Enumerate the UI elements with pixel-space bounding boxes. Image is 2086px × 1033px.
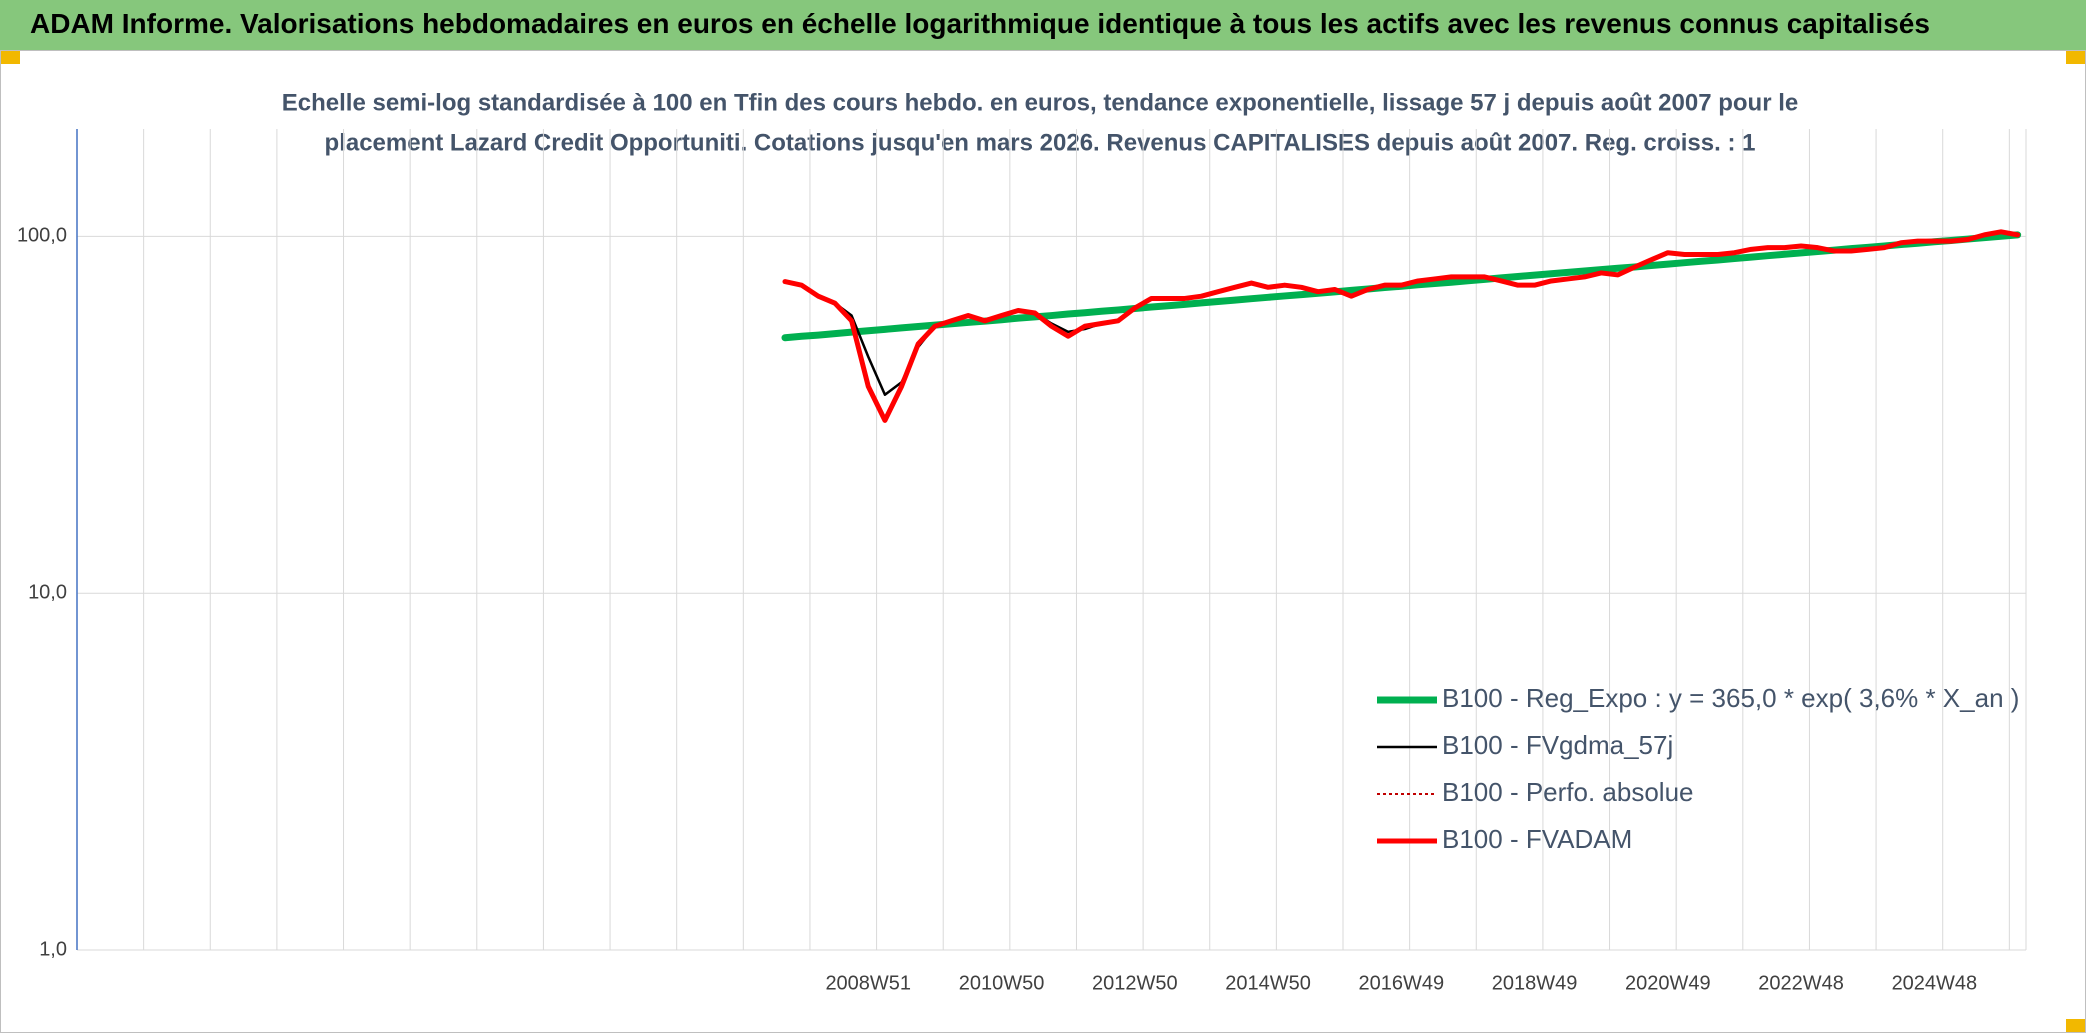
legend-label: B100 - FVgdma_57j	[1442, 730, 1673, 760]
corner	[2066, 1019, 2086, 1033]
header-title: ADAM Informe. Valorisations hebdomadaire…	[30, 8, 1930, 39]
y-tick-label: 1,0	[39, 938, 67, 960]
y-tick-label: 10,0	[28, 581, 67, 603]
x-tick-label: 2020W49	[1625, 972, 1711, 994]
x-tick-label: 2012W50	[1092, 972, 1178, 994]
chart-subtitle: placement Lazard Credit Opportuniti. Cot…	[325, 129, 1756, 156]
corner	[2066, 50, 2086, 64]
series-line	[783, 230, 2019, 422]
x-tick-label: 2010W50	[959, 972, 1045, 994]
y-tick-label: 100,0	[17, 225, 67, 247]
x-tick-label: 2022W48	[1758, 972, 1844, 994]
x-tick-label: 2024W48	[1892, 972, 1978, 994]
x-tick-label: 2014W50	[1225, 972, 1311, 994]
x-tick-label: 2018W49	[1492, 972, 1578, 994]
legend-label: B100 - FVADAM	[1442, 824, 1632, 854]
series-line	[783, 230, 2019, 396]
legend-label: B100 - Reg_Expo : y = 365,0 * exp( 3,6% …	[1442, 683, 2019, 713]
series-line	[782, 229, 2021, 423]
x-tick-label: 2008W51	[825, 972, 911, 994]
corner	[0, 50, 20, 64]
x-tick-label: 2016W49	[1359, 972, 1445, 994]
header: ADAM Informe. Valorisations hebdomadaire…	[0, 0, 2086, 50]
legend-label: B100 - Perfo. absolue	[1442, 777, 1694, 807]
chart-subtitle: Echelle semi-log standardisée à 100 en T…	[282, 89, 1799, 116]
